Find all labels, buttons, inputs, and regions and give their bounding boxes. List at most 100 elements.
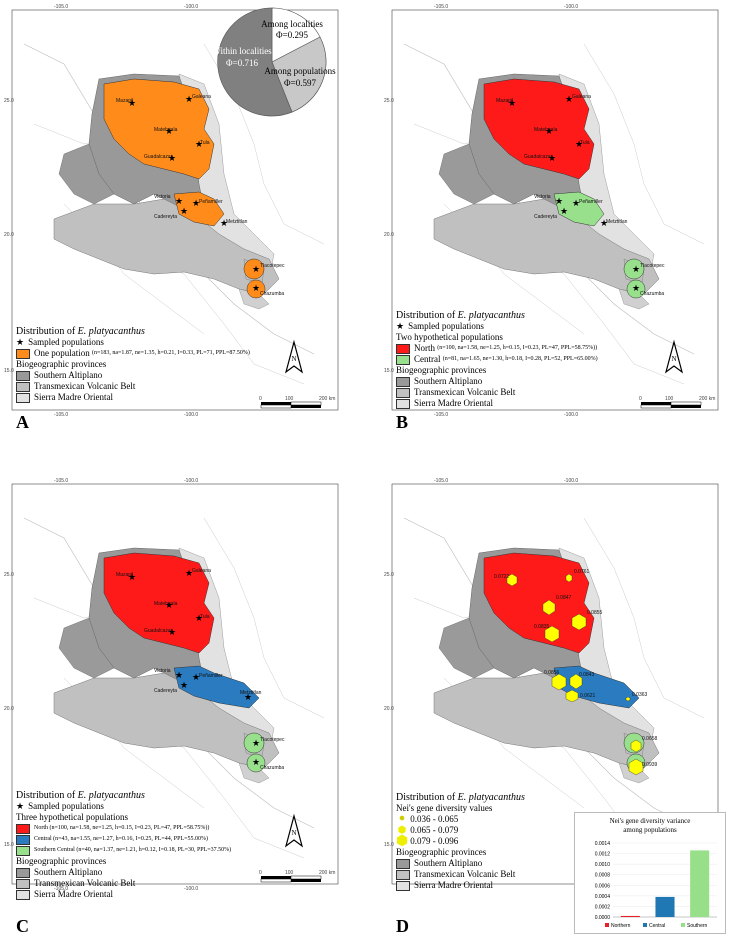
svg-text:★: ★ — [575, 139, 583, 149]
y-tick-label: 0.0012 — [595, 852, 611, 858]
svg-text:-105.0: -105.0 — [434, 4, 448, 10]
svg-text:Victoria: Victoria — [154, 194, 171, 200]
svg-text:★: ★ — [572, 198, 580, 208]
svg-text:Tlacotepec: Tlacotepec — [260, 737, 285, 743]
panel-a: ★ ★ ★ ★ ★ ★ ★ ★ ★ ★ ★ Galeana Mazapil Matehua… — [4, 4, 344, 440]
y-tick-label: 0.0002 — [595, 904, 611, 910]
svg-text:★: ★ — [175, 196, 183, 206]
svg-text:★: ★ — [185, 94, 193, 104]
svg-text:0.0722: 0.0722 — [494, 574, 510, 580]
svg-text:★: ★ — [175, 670, 183, 680]
svg-text:-105.0: -105.0 — [54, 412, 68, 418]
svg-text:★: ★ — [168, 627, 176, 637]
locality-stars: ★★ ★★ ★★ ★★ ★★ ★ — [128, 94, 260, 293]
svg-text:Peñamiller: Peñamiller — [579, 199, 603, 205]
svg-text:200 km: 200 km — [319, 870, 335, 876]
svg-text:★: ★ — [165, 600, 173, 610]
y-tick-label: 0.0010 — [595, 862, 611, 868]
svg-text:-100.0: -100.0 — [564, 4, 578, 10]
svg-text:★: ★ — [192, 672, 200, 682]
y-tick-label: 0.0000 — [595, 915, 611, 921]
legend-a: Distribution of E. platyacanthus ★ Sample… — [16, 326, 250, 403]
variance-bar-chart: Nei's gene diversity variance among popul… — [574, 812, 726, 934]
panel-letter-a: A — [16, 412, 29, 432]
svg-text:0.0856: 0.0856 — [544, 670, 560, 676]
svg-text:★: ★ — [555, 196, 563, 206]
svg-text:Matehuala: Matehuala — [154, 127, 178, 133]
svg-text:Victoria: Victoria — [534, 194, 551, 200]
svg-text:-100.0: -100.0 — [564, 478, 578, 484]
svg-text:Tlacotepec: Tlacotepec — [640, 263, 665, 269]
svg-text:★: ★ — [632, 283, 640, 293]
svg-text:20.0: 20.0 — [4, 706, 14, 712]
svg-text:15.0: 15.0 — [384, 368, 394, 374]
svg-text:Among populations: Among populations — [264, 66, 336, 76]
panel-letter-d: D — [396, 916, 409, 936]
svg-text:Matehuala: Matehuala — [154, 601, 178, 607]
chart-title: Nei's gene diversity variance — [610, 817, 691, 825]
bar-northern — [620, 915, 640, 917]
svg-text:★: ★ — [252, 283, 260, 293]
svg-text:Chazumba: Chazumba — [260, 291, 284, 297]
legend-label: Central — [649, 923, 665, 929]
svg-text:Among localities: Among localities — [261, 19, 323, 29]
svg-text:N: N — [671, 355, 676, 363]
svg-text:Mazapil: Mazapil — [116, 572, 133, 578]
amova-pie: Within localities Φ=0.716 Among localiti… — [212, 7, 336, 117]
svg-text:★: ★ — [165, 126, 173, 136]
svg-text:★: ★ — [600, 218, 608, 228]
panel-letter-b: B — [396, 412, 409, 432]
svg-text:Tula: Tula — [200, 140, 210, 146]
svg-text:25.0: 25.0 — [384, 572, 394, 578]
svg-text:15.0: 15.0 — [4, 842, 14, 848]
svg-text:N: N — [291, 829, 296, 837]
svg-text:100: 100 — [285, 870, 294, 876]
svg-text:Tlacotepec: Tlacotepec — [260, 263, 285, 269]
chart-title-line2: among populations — [623, 826, 677, 834]
svg-text:200 km: 200 km — [319, 396, 335, 402]
svg-text:★: ★ — [252, 738, 260, 748]
svg-text:Galeana: Galeana — [572, 94, 591, 100]
svg-text:★: ★ — [508, 98, 516, 108]
legend-b: Distribution of E. platyacanthus ★ Sample… — [396, 310, 598, 409]
y-tick-label: 0.0008 — [595, 873, 611, 879]
svg-text:Φ=0.597: Φ=0.597 — [284, 78, 316, 88]
svg-text:★: ★ — [220, 218, 228, 228]
svg-text:0: 0 — [259, 870, 262, 876]
map-a: ★★ ★★ ★★ ★★ ★★ ★ Galeana Mazapil Matehua… — [4, 4, 339, 418]
svg-text:★: ★ — [560, 206, 568, 216]
svg-text:★: ★ — [185, 568, 193, 578]
svg-text:-105.0: -105.0 — [54, 886, 68, 892]
svg-text:0.0835: 0.0835 — [534, 624, 550, 630]
svg-text:20.0: 20.0 — [384, 706, 394, 712]
map-b: ★★ ★★ ★★ ★★ ★★ ★ Galeana Mazapil Matehua… — [384, 4, 719, 418]
svg-text:25.0: 25.0 — [4, 98, 14, 104]
scale-bar: 0 100 200 km — [259, 396, 335, 409]
svg-text:-100.0: -100.0 — [184, 478, 198, 484]
svg-text:Tula: Tula — [200, 614, 210, 620]
svg-text:★: ★ — [545, 126, 553, 136]
svg-text:Guadalcazar: Guadalcazar — [144, 628, 173, 634]
svg-text:25.0: 25.0 — [384, 98, 394, 104]
svg-text:Chazumba: Chazumba — [260, 765, 284, 771]
legend-label: Southern — [687, 923, 708, 929]
svg-text:★: ★ — [195, 613, 203, 623]
svg-text:Tula: Tula — [580, 140, 590, 146]
svg-text:Matehuala: Matehuala — [534, 127, 558, 133]
svg-text:0.0855: 0.0855 — [587, 610, 603, 616]
svg-text:★: ★ — [244, 692, 252, 702]
svg-text:Guadalcazar: Guadalcazar — [144, 154, 173, 160]
svg-text:★: ★ — [168, 153, 176, 163]
svg-text:Cadereyta: Cadereyta — [154, 688, 177, 694]
svg-text:0.0621: 0.0621 — [580, 693, 596, 699]
svg-text:Galeana: Galeana — [192, 94, 211, 100]
svg-text:-105.0: -105.0 — [434, 478, 448, 484]
svg-text:25.0: 25.0 — [4, 572, 14, 578]
y-tick-label: 0.0006 — [595, 883, 611, 889]
svg-text:★: ★ — [195, 139, 203, 149]
legend-c: Distribution of E. platyacanthus ★ Sample… — [16, 790, 232, 900]
svg-text:100: 100 — [665, 396, 674, 402]
svg-text:Cadereyta: Cadereyta — [534, 214, 557, 220]
svg-text:-100.0: -100.0 — [184, 4, 198, 10]
